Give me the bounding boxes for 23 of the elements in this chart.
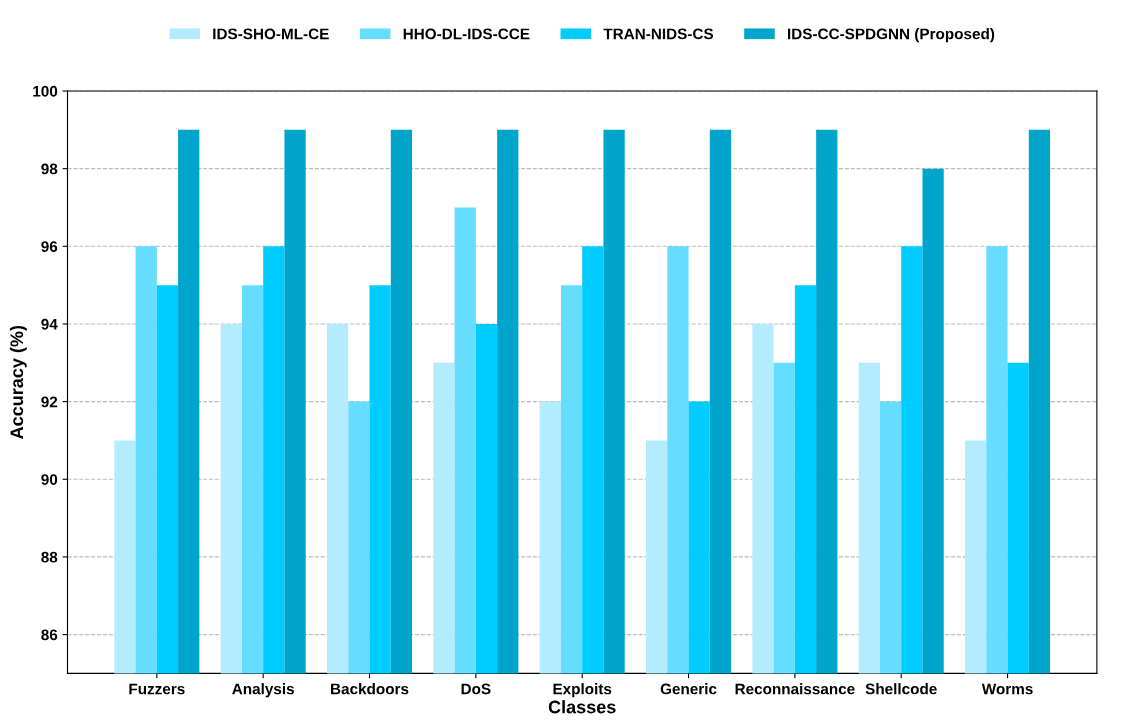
x-tick-label: Generic [660, 683, 717, 695]
x-tick-label: Fuzzers [129, 683, 185, 695]
x-tick-label: Reconnaissance [735, 683, 855, 695]
legend-label: IDS-SHO-ML-CE [213, 28, 329, 40]
y-tick-label: 94 [41, 318, 58, 330]
legend-label: TRAN-NIDS-CS [603, 28, 714, 40]
y-tick-label: 96 [41, 241, 58, 252]
x-axis-title: Classes [548, 700, 616, 714]
x-tick-label: Exploits [553, 683, 612, 698]
y-axis-title: Accuracy (%) [9, 325, 27, 439]
y-tick-label: 100 [33, 85, 58, 97]
y-tick-label: 92 [41, 396, 58, 408]
x-tick-label: Analysis [232, 683, 294, 698]
legend-label: IDS-CC-SPDGNN (Proposed) [788, 28, 995, 43]
y-tick-label: 88 [41, 551, 58, 563]
y-tick-label: 86 [41, 629, 58, 641]
x-tick-label: Backdoors [331, 683, 409, 695]
y-tick-label: 98 [41, 163, 58, 175]
x-tick-label: Worms [981, 683, 1033, 695]
y-tick-label: 90 [41, 474, 58, 485]
x-tick-label: Shellcode [865, 683, 937, 695]
x-tick-label: DoS [461, 683, 491, 695]
legend-label: HHO-DL-IDS-CCE [403, 28, 530, 40]
